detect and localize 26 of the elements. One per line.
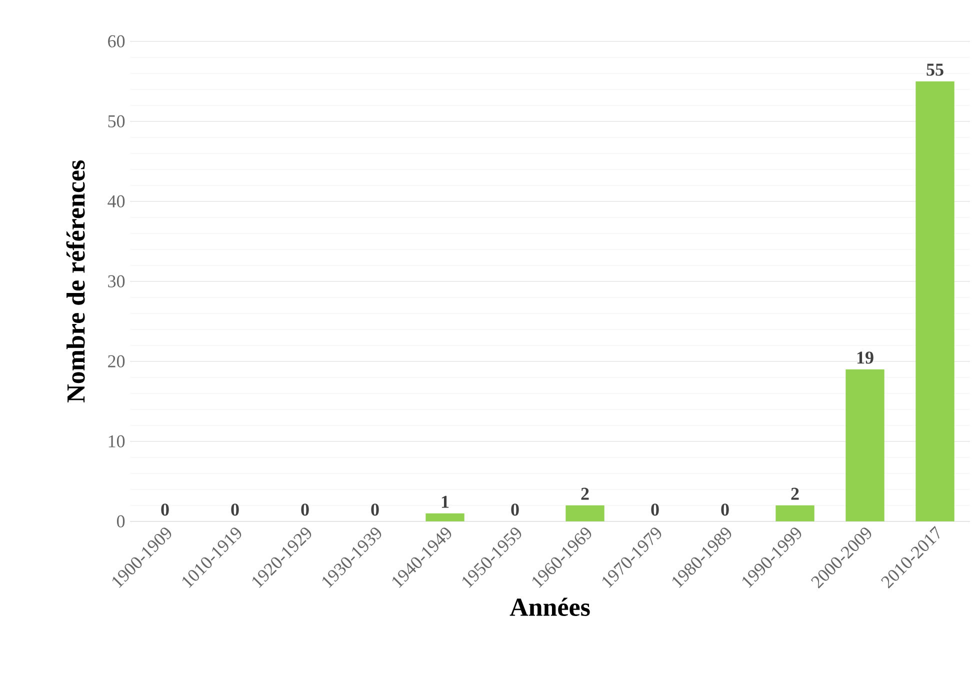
data-label: 0 xyxy=(301,504,309,516)
bar xyxy=(846,369,884,522)
data-label: 0 xyxy=(231,504,239,516)
data-label: 1 xyxy=(442,496,449,508)
data-label: 0 xyxy=(371,504,379,516)
y-tick-label: 0 xyxy=(116,515,125,528)
y-tick-label: 20 xyxy=(108,355,125,368)
data-label: 0 xyxy=(161,504,169,516)
data-label: 0 xyxy=(651,504,659,516)
y-axis-title: Nombre de références xyxy=(66,160,85,402)
y-tick-label: 40 xyxy=(108,195,125,208)
y-tick-label: 30 xyxy=(108,275,125,288)
bar xyxy=(916,81,954,522)
data-label: 0 xyxy=(511,504,519,516)
data-label: 19 xyxy=(857,352,874,364)
data-label: 0 xyxy=(721,504,729,516)
y-tick-label: 10 xyxy=(108,435,125,448)
data-label: 55 xyxy=(926,64,944,76)
bar xyxy=(426,513,464,522)
data-label: 2 xyxy=(581,488,589,500)
x-axis-title: Années xyxy=(510,598,590,616)
data-label: 2 xyxy=(791,488,799,500)
bar xyxy=(566,505,604,522)
y-tick-label: 50 xyxy=(108,115,125,128)
y-tick-label: 60 xyxy=(108,35,125,48)
bar xyxy=(776,505,814,522)
